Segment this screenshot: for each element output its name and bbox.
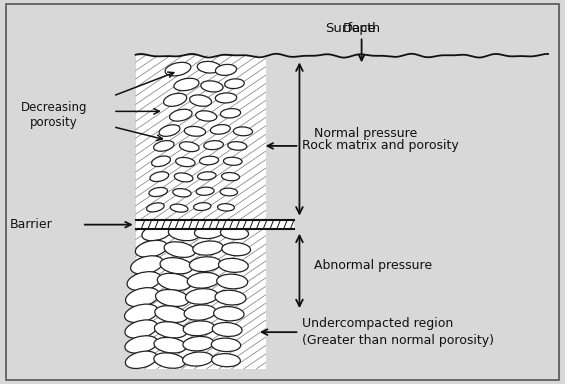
Ellipse shape — [218, 204, 234, 211]
Ellipse shape — [204, 141, 223, 150]
Text: Normal pressure: Normal pressure — [314, 127, 417, 140]
Ellipse shape — [124, 304, 158, 323]
Text: Depth: Depth — [342, 22, 381, 35]
Ellipse shape — [215, 290, 246, 305]
Ellipse shape — [155, 306, 188, 323]
Ellipse shape — [199, 156, 219, 165]
Ellipse shape — [198, 172, 216, 180]
Ellipse shape — [142, 224, 172, 241]
Ellipse shape — [215, 65, 237, 75]
Text: Rock matrix and porosity: Rock matrix and porosity — [302, 139, 459, 152]
Ellipse shape — [173, 189, 191, 197]
Ellipse shape — [125, 288, 159, 307]
Ellipse shape — [217, 274, 247, 289]
Ellipse shape — [159, 125, 180, 136]
Ellipse shape — [194, 203, 211, 210]
Ellipse shape — [184, 126, 206, 136]
Ellipse shape — [125, 351, 157, 369]
Ellipse shape — [183, 321, 215, 336]
Text: Barrier: Barrier — [10, 218, 53, 231]
Ellipse shape — [189, 257, 221, 271]
Ellipse shape — [170, 204, 188, 212]
Ellipse shape — [210, 125, 231, 134]
Ellipse shape — [194, 225, 224, 238]
Ellipse shape — [195, 111, 217, 121]
Ellipse shape — [220, 188, 237, 196]
Ellipse shape — [180, 142, 199, 152]
Ellipse shape — [125, 320, 158, 338]
Ellipse shape — [220, 109, 241, 118]
Ellipse shape — [201, 81, 223, 92]
Ellipse shape — [164, 93, 186, 106]
Ellipse shape — [182, 352, 213, 366]
Text: Abnormal pressure: Abnormal pressure — [314, 259, 432, 271]
Ellipse shape — [155, 290, 189, 306]
Ellipse shape — [228, 142, 247, 150]
Ellipse shape — [212, 354, 240, 367]
Ellipse shape — [225, 79, 244, 89]
Ellipse shape — [168, 226, 199, 241]
Ellipse shape — [157, 273, 191, 290]
Ellipse shape — [233, 127, 253, 136]
Ellipse shape — [164, 242, 195, 257]
Ellipse shape — [196, 187, 214, 195]
Ellipse shape — [125, 336, 158, 353]
Ellipse shape — [149, 187, 167, 197]
Ellipse shape — [220, 227, 249, 240]
Ellipse shape — [146, 203, 164, 212]
Polygon shape — [136, 56, 266, 369]
Ellipse shape — [183, 336, 214, 351]
Ellipse shape — [170, 109, 192, 121]
Ellipse shape — [185, 289, 218, 304]
Polygon shape — [136, 220, 294, 229]
Text: Undercompacted region
(Greater than normal porosity): Undercompacted region (Greater than norm… — [302, 317, 494, 347]
Text: Decreasing
porosity: Decreasing porosity — [20, 101, 87, 129]
Ellipse shape — [212, 323, 242, 336]
Ellipse shape — [154, 322, 187, 338]
Ellipse shape — [150, 172, 169, 182]
Ellipse shape — [219, 258, 248, 272]
Ellipse shape — [154, 338, 186, 353]
Ellipse shape — [222, 243, 250, 256]
Ellipse shape — [160, 258, 193, 274]
Ellipse shape — [190, 95, 211, 106]
Ellipse shape — [193, 241, 223, 255]
Ellipse shape — [174, 78, 199, 91]
Ellipse shape — [131, 256, 163, 274]
Ellipse shape — [174, 173, 193, 182]
Ellipse shape — [211, 338, 241, 352]
Ellipse shape — [154, 141, 174, 151]
Ellipse shape — [224, 157, 242, 166]
Ellipse shape — [154, 353, 185, 368]
Ellipse shape — [136, 240, 167, 257]
Ellipse shape — [215, 93, 237, 103]
Ellipse shape — [187, 273, 220, 288]
Ellipse shape — [221, 172, 240, 181]
Ellipse shape — [165, 62, 191, 76]
Ellipse shape — [127, 271, 161, 291]
Text: Surface: Surface — [325, 22, 376, 35]
Ellipse shape — [197, 61, 221, 73]
Ellipse shape — [176, 157, 195, 167]
Ellipse shape — [184, 305, 216, 320]
Ellipse shape — [151, 156, 171, 167]
Ellipse shape — [214, 306, 244, 321]
